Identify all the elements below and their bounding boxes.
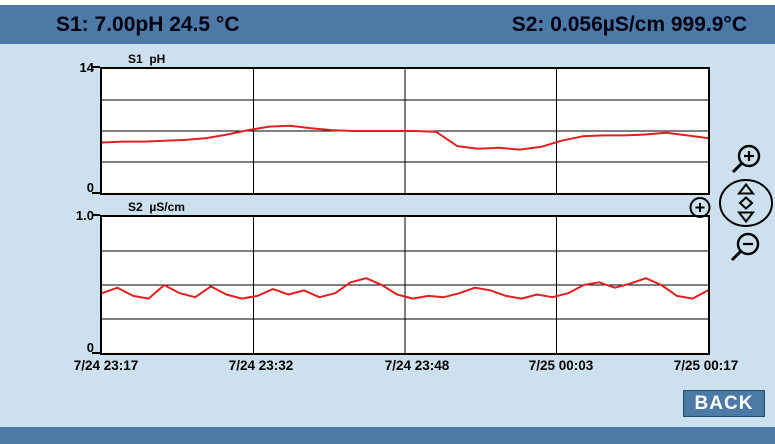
s1-ymax-label: 14 — [79, 60, 94, 75]
nav-down-icon[interactable] — [736, 211, 756, 224]
x-axis-label: 7/24 23:32 — [228, 358, 294, 373]
status-bar: S1: 7.00pH 24.5 °C S2: 0.056µS/cm 999.9°… — [0, 5, 775, 44]
s1-trend-plot — [100, 67, 710, 195]
zoom-in-icon — [731, 144, 761, 174]
s2-ymax-tick — [92, 214, 100, 216]
s2-ymax-label: 1.0 — [75, 208, 94, 223]
s2-ymin-label: 0 — [86, 340, 94, 355]
chart-zoom-in-icon[interactable] — [687, 195, 713, 221]
s1-reading: S1: 7.00pH 24.5 °C — [56, 12, 240, 36]
s1-ymin-tick — [92, 192, 100, 194]
zoom-out-button[interactable] — [728, 231, 764, 267]
x-axis-label: 7/25 00:17 — [673, 358, 739, 373]
s2-chart-title: S2 µS/cm — [128, 200, 185, 214]
s2-ymin-tick — [92, 352, 100, 354]
s2-trend-plot — [100, 215, 710, 355]
s1-ymin-label: 0 — [86, 180, 94, 195]
zoom-in-button[interactable] — [729, 143, 765, 179]
s2-reading: S2: 0.056µS/cm 999.9°C — [511, 12, 747, 36]
x-axis-label: 7/24 23:48 — [384, 358, 450, 373]
x-axis-label: 7/25 00:03 — [528, 358, 594, 373]
bottom-bar — [0, 427, 775, 444]
s1-chart-title: S1 pH — [128, 52, 166, 66]
s1-ymax-tick — [92, 66, 100, 68]
nav-center-icon[interactable] — [738, 196, 754, 210]
nav-pad[interactable] — [718, 178, 774, 228]
back-button[interactable]: BACK — [683, 390, 765, 417]
top-margin — [0, 0, 775, 5]
zoom-out-icon — [730, 232, 760, 262]
x-axis-label: 7/24 23:17 — [73, 358, 139, 373]
nav-up-icon[interactable] — [736, 182, 756, 195]
